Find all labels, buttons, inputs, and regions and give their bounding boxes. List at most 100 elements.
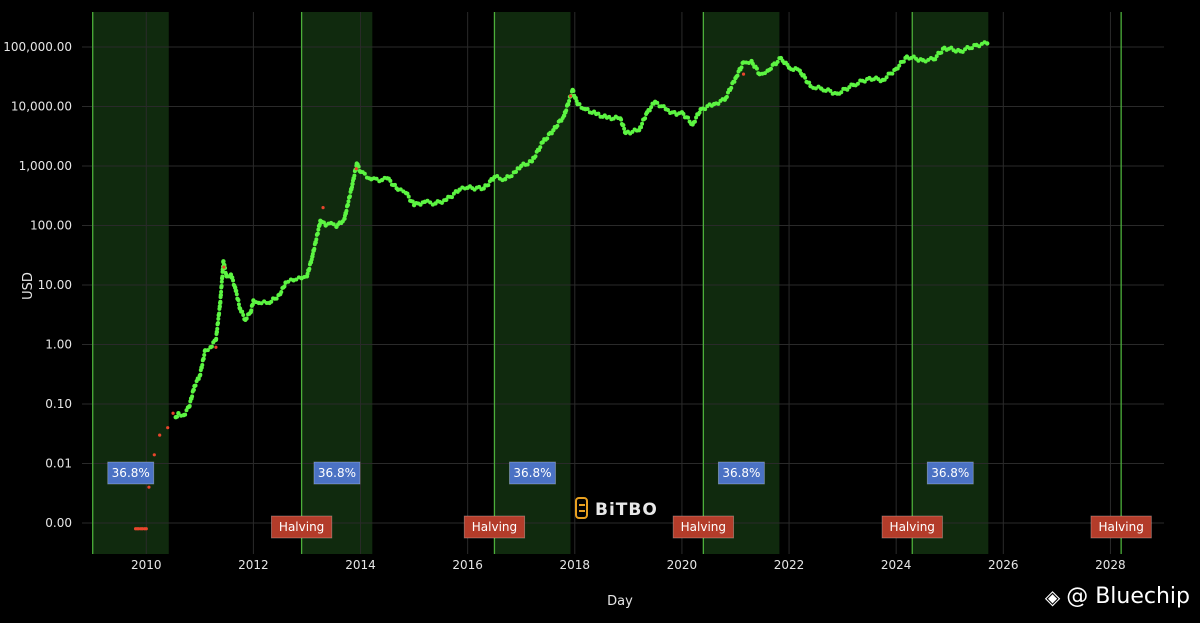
price-point	[406, 194, 411, 199]
price-point	[144, 527, 148, 531]
halving-badge-label: Halving	[279, 520, 324, 534]
halving-badge-label: Halving	[890, 520, 935, 534]
price-point	[513, 169, 519, 174]
halving-lines	[92, 12, 1122, 554]
x-tick-label: 2020	[667, 558, 698, 572]
price-point	[449, 195, 454, 200]
x-tick-label: 2022	[774, 558, 805, 572]
price-point	[495, 174, 500, 179]
price-point	[561, 113, 567, 118]
bitbo-logo-icon	[575, 497, 588, 519]
price-point	[762, 71, 767, 76]
price-point	[221, 259, 226, 264]
price-point	[198, 372, 203, 377]
price-point	[729, 85, 734, 90]
x-tick-label: 2012	[238, 558, 269, 572]
price-point	[234, 292, 239, 297]
price-point	[640, 121, 645, 126]
price-point	[214, 345, 218, 349]
price-point	[175, 414, 180, 419]
halving-badge-box	[271, 515, 333, 539]
price-point	[564, 108, 569, 113]
bluechip-watermark: ◈ @ Bluechip	[1045, 584, 1190, 609]
price-point	[219, 279, 224, 284]
price-point	[735, 73, 740, 78]
price-point	[694, 115, 699, 120]
price-point	[649, 105, 654, 110]
price-point	[803, 75, 808, 80]
price-point	[703, 107, 708, 112]
price-point	[244, 316, 249, 321]
pct-badge-label: 36.8%	[112, 466, 150, 480]
pct-badge-box	[313, 461, 361, 485]
price-point	[232, 285, 238, 290]
price-point	[222, 265, 226, 269]
price-point	[279, 290, 284, 295]
price-point	[312, 246, 317, 251]
price-points	[133, 40, 990, 531]
price-point	[681, 111, 686, 116]
price-point	[317, 222, 322, 227]
price-point	[533, 154, 538, 159]
price-point	[647, 108, 652, 113]
price-point	[692, 119, 697, 124]
price-point	[201, 356, 206, 361]
price-point	[349, 185, 354, 190]
price-point	[768, 66, 773, 71]
price-point	[354, 167, 358, 171]
price-point	[214, 336, 219, 341]
y-tick-label: 1,000.00	[19, 159, 72, 173]
annotation-badges: 36.8% 36.8% 36.8% 36.8% 36.8% Halving Halving H…	[107, 461, 1152, 539]
price-point	[428, 200, 433, 205]
y-axis-ticks: 0.00 0.01 0.10 1.00 10.00 100.00 1,000.00 10,00…	[3, 40, 72, 530]
price-point	[568, 94, 573, 98]
price-point	[236, 298, 241, 303]
pct-badge-box	[926, 461, 974, 485]
price-point	[294, 277, 299, 282]
price-point	[193, 383, 198, 388]
price-point	[305, 271, 310, 276]
pct-badge-box	[509, 461, 556, 485]
price-point	[410, 199, 415, 204]
price-point	[344, 208, 349, 213]
price-point	[216, 320, 221, 325]
price-point	[249, 308, 254, 313]
price-point	[345, 203, 350, 208]
x-tick-label: 2014	[345, 558, 376, 572]
price-point	[567, 98, 572, 103]
price-point	[901, 59, 906, 64]
price-point	[724, 94, 729, 99]
pct-badge-box	[107, 461, 155, 485]
x-axis-title: Day	[607, 594, 633, 609]
price-point	[686, 115, 691, 120]
y-tick-label: 100,000.00	[3, 40, 72, 54]
price-point	[545, 136, 550, 141]
x-axis-ticks: 2010 2012 2014 2016 2018 2020 2022 2024 2026 2028	[131, 558, 1126, 572]
price-point	[217, 311, 222, 316]
price-point	[219, 289, 224, 294]
bitbo-brand: BiTBO	[575, 497, 657, 520]
price-point	[596, 111, 601, 116]
price-point	[549, 131, 554, 136]
price-point	[215, 326, 220, 331]
price-point	[316, 227, 321, 232]
price-point	[977, 44, 982, 49]
price-point	[350, 181, 355, 187]
halving-badge-box	[1090, 515, 1152, 539]
price-point	[741, 72, 746, 76]
binance-diamond-icon: ◈	[1044, 584, 1061, 609]
price-point	[347, 194, 352, 199]
price-point	[234, 288, 239, 293]
price-point	[933, 57, 938, 62]
price-point	[665, 107, 670, 112]
watermark-text: @ Bluechip	[1066, 584, 1190, 609]
price-point	[969, 46, 974, 51]
price-point	[566, 102, 571, 107]
price-point	[236, 302, 241, 307]
price-point	[250, 302, 255, 307]
price-point	[555, 123, 560, 128]
y-tick-label: 100.00	[30, 219, 72, 233]
price-point	[166, 426, 170, 430]
price-point	[622, 126, 627, 131]
price-point	[661, 104, 666, 109]
